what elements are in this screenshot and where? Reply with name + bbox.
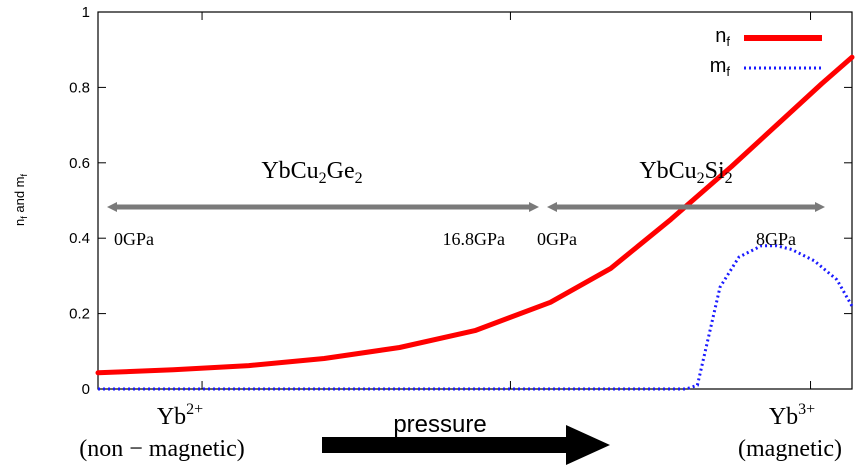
label-ybcusi: YbCu2Si2: [639, 158, 732, 187]
series-nf-line: [95, 54, 855, 376]
bottom-annotations: Yb2+ (non − magnetic) pressure Yb3+ (mag…: [79, 401, 842, 465]
label-ybcusi-mid: Si: [705, 158, 725, 184]
left-ion-base: Yb: [157, 404, 186, 430]
label-ybcuge-mid: Ge: [327, 158, 355, 184]
pressure-arrow: [322, 425, 610, 465]
label-ybcusi-end: 8GPa: [756, 229, 796, 249]
y-tick-label: 1: [82, 4, 90, 21]
y-axis-label-main: n: [12, 219, 27, 226]
label-ybcusi-sub2: 2: [725, 170, 733, 187]
label-ybcuge-sub2: 2: [355, 170, 363, 187]
label-ybcuge-start: 0GPa: [114, 229, 154, 249]
label-ybcusi-start: 0GPa: [537, 229, 577, 249]
label-ybcuge-sub1: 2: [319, 170, 327, 187]
legend-label-nf-main: n: [715, 25, 726, 47]
series-mf-line: [98, 244, 854, 391]
y-axis-label-mid: and m: [12, 177, 27, 217]
y-axis-label: nf and mf: [12, 174, 29, 227]
legend-label-nf: nf: [715, 25, 730, 49]
right-ion-sup: 3+: [798, 401, 815, 418]
annotation-ybcusi: YbCu2Si2 0GPa 8GPa: [537, 158, 825, 249]
y-axis-label-sub2: f: [19, 174, 29, 177]
legend-label-mf-sub: f: [726, 64, 730, 79]
label-ybcuge-main: YbCu: [261, 158, 318, 184]
label-ybcusi-main: YbCu: [639, 158, 696, 184]
y-tick-label: 0.4: [69, 230, 90, 247]
right-ion-base: Yb: [769, 404, 798, 430]
legend-label-mf: mf: [710, 55, 731, 79]
x-ticks: [201, 12, 812, 389]
y-tick-label: 0.6: [69, 155, 90, 172]
label-ybcuge-end: 16.8GPa: [443, 229, 506, 249]
y-tick-label: 0: [82, 381, 90, 398]
legend: nf mf: [710, 25, 822, 79]
label-ybcusi-sub1: 2: [697, 170, 705, 187]
y-tick-label: 0.2: [69, 306, 90, 323]
right-ion-label: Yb3+: [769, 401, 815, 430]
legend-label-mf-main: m: [710, 55, 727, 77]
y-axis-label-sub1: f: [19, 216, 29, 219]
y-tick-label: 0.8: [69, 79, 90, 96]
y-tick-labels: 0 0.2 0.4 0.6 0.8 1: [69, 4, 852, 398]
left-ion-sup: 2+: [186, 401, 203, 418]
right-ion-desc: (magnetic): [738, 436, 842, 462]
left-ion-label: Yb2+: [157, 401, 203, 430]
left-ion-desc: (non − magnetic): [79, 436, 244, 462]
label-ybcuge: YbCu2Ge2: [261, 158, 362, 187]
legend-label-nf-sub: f: [726, 34, 730, 49]
pressure-label: pressure: [393, 411, 486, 438]
annotation-ybcuge: YbCu2Ge2 0GPa 16.8GPa: [107, 158, 539, 249]
